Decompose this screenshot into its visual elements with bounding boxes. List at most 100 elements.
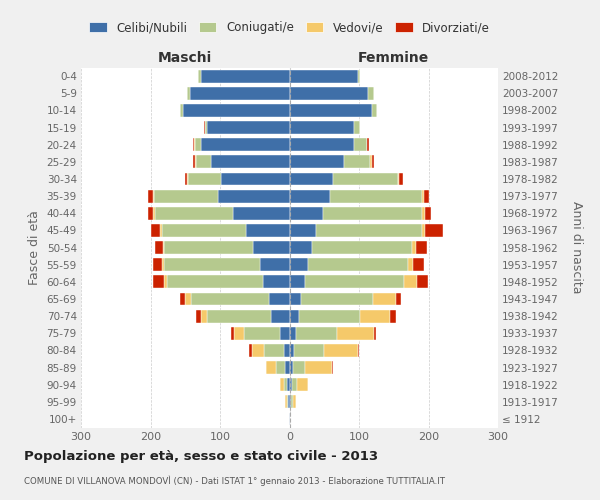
Bar <box>179 292 185 306</box>
Bar <box>290 70 358 82</box>
Bar <box>205 121 208 134</box>
Bar <box>244 327 280 340</box>
Bar <box>163 241 164 254</box>
Bar <box>330 190 422 202</box>
Bar <box>155 207 233 220</box>
Bar <box>221 172 290 186</box>
Bar <box>164 258 260 271</box>
Bar <box>290 138 354 151</box>
Bar <box>422 207 425 220</box>
Text: Femmine: Femmine <box>358 51 430 65</box>
Bar <box>154 190 218 202</box>
Bar <box>193 156 195 168</box>
Bar <box>200 310 208 322</box>
Bar <box>305 276 404 288</box>
Bar <box>354 121 359 134</box>
Bar <box>163 258 164 271</box>
Bar <box>359 121 361 134</box>
Bar <box>265 344 284 357</box>
Bar <box>194 138 195 151</box>
Bar <box>191 292 269 306</box>
Bar <box>424 190 429 202</box>
Text: Popolazione per età, sesso e stato civile - 2013: Popolazione per età, sesso e stato civil… <box>24 450 378 463</box>
Text: COMUNE DI VILLANOVA MONDOVÌ (CN) - Dati ISTAT 1° gennaio 2013 - Elaborazione TUT: COMUNE DI VILLANOVA MONDOVÌ (CN) - Dati … <box>24 475 445 486</box>
Bar <box>290 276 305 288</box>
Bar <box>195 156 196 168</box>
Bar <box>148 190 152 202</box>
Bar <box>313 241 412 254</box>
Bar <box>290 87 368 100</box>
Bar <box>291 396 293 408</box>
Bar <box>286 396 287 408</box>
Bar <box>407 258 413 271</box>
Bar <box>367 138 369 151</box>
Bar <box>280 327 290 340</box>
Bar <box>290 310 299 322</box>
Bar <box>211 156 290 168</box>
Bar <box>234 327 244 340</box>
Bar <box>167 276 263 288</box>
Bar <box>260 258 290 271</box>
Bar <box>290 378 292 391</box>
Bar <box>185 292 191 306</box>
Bar <box>153 207 155 220</box>
Y-axis label: Fasce di età: Fasce di età <box>28 210 41 285</box>
Bar <box>266 361 275 374</box>
Bar <box>295 344 324 357</box>
Bar <box>290 327 296 340</box>
Bar <box>425 207 431 220</box>
Bar <box>290 207 323 220</box>
Bar <box>160 224 161 237</box>
Bar <box>153 258 163 271</box>
Bar <box>271 310 290 322</box>
Y-axis label: Anni di nascita: Anni di nascita <box>570 201 583 294</box>
Bar <box>316 224 422 237</box>
Bar <box>231 327 234 340</box>
Bar <box>164 241 253 254</box>
Bar <box>400 172 403 186</box>
Bar <box>233 207 290 220</box>
Bar <box>297 378 308 391</box>
Bar <box>374 327 376 340</box>
Bar <box>196 156 211 168</box>
Bar <box>198 70 200 82</box>
Bar <box>358 70 361 82</box>
Bar <box>293 396 296 408</box>
Bar <box>190 87 290 100</box>
Bar <box>332 361 333 374</box>
Bar <box>208 121 290 134</box>
Bar <box>164 276 167 288</box>
Bar <box>290 361 293 374</box>
Bar <box>218 190 290 202</box>
Bar <box>290 172 333 186</box>
Bar <box>290 224 316 237</box>
Bar <box>290 156 344 168</box>
Bar <box>290 190 330 202</box>
Legend: Celibi/Nubili, Coniugati/e, Vedovi/e, Divorziati/e: Celibi/Nubili, Coniugati/e, Vedovi/e, Di… <box>85 18 494 38</box>
Bar <box>284 344 290 357</box>
Bar <box>358 344 359 357</box>
Bar <box>308 258 407 271</box>
Bar <box>404 276 416 288</box>
Bar <box>161 224 247 237</box>
Bar <box>396 292 401 306</box>
Bar <box>200 70 290 82</box>
Bar <box>187 87 190 100</box>
Bar <box>337 327 374 340</box>
Bar <box>368 87 374 100</box>
Bar <box>289 412 290 426</box>
Bar <box>301 292 373 306</box>
Bar <box>416 276 428 288</box>
Bar <box>252 344 265 357</box>
Bar <box>280 378 284 391</box>
Bar <box>204 121 205 134</box>
Bar <box>305 361 332 374</box>
Bar <box>284 378 287 391</box>
Bar <box>187 172 188 186</box>
Bar <box>324 344 358 357</box>
Bar <box>290 121 354 134</box>
Bar <box>425 224 443 237</box>
Bar <box>253 241 290 254</box>
Bar <box>354 138 367 151</box>
Bar <box>275 361 286 374</box>
